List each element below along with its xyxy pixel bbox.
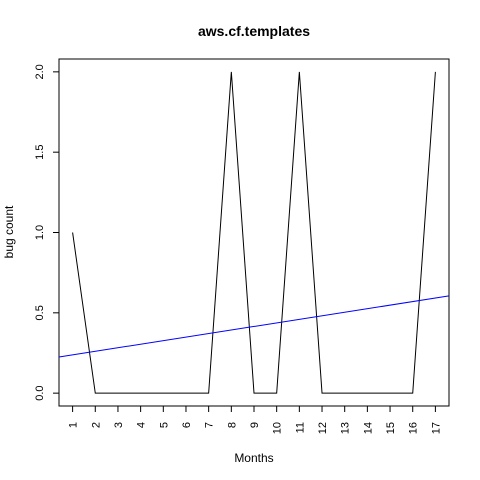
x-tick-label: 3 bbox=[113, 422, 125, 428]
x-axis-label: Months bbox=[234, 451, 273, 465]
series-line bbox=[72, 71, 436, 394]
x-tick-label: 4 bbox=[136, 422, 148, 428]
chart-title: aws.cf.templates bbox=[198, 23, 310, 39]
x-tick-label: 14 bbox=[362, 422, 374, 434]
y-tick-label: 2.0 bbox=[34, 64, 46, 79]
y-tick-label: 0.0 bbox=[34, 385, 46, 400]
x-tick-label: 8 bbox=[226, 422, 238, 428]
x-tick-label: 13 bbox=[340, 422, 352, 434]
x-tick-label: 1 bbox=[68, 422, 80, 428]
x-tick-label: 6 bbox=[181, 422, 193, 428]
trend-line bbox=[58, 295, 450, 358]
y-tick-label: 1.5 bbox=[34, 145, 46, 160]
plot-layer: 0.00.51.01.52.01 2 3 4 5 6 7 8 9 10 11 12 13 14 15 16 17 bbox=[34, 64, 450, 434]
y-tick-label: 1.0 bbox=[34, 225, 46, 240]
x-tick-label: 7 bbox=[204, 422, 216, 428]
y-tick-label: 0.5 bbox=[34, 305, 46, 320]
x-tick-label: 15 bbox=[385, 422, 397, 434]
x-tick-label: 16 bbox=[408, 422, 420, 434]
x-tick-label: 11 bbox=[294, 422, 306, 433]
plot-frame bbox=[58, 58, 450, 407]
y-axis-label: bug count bbox=[2, 205, 16, 258]
x-tick-label: 17 bbox=[430, 422, 442, 434]
x-tick-label: 10 bbox=[272, 422, 284, 434]
x-tick-label: 12 bbox=[317, 422, 329, 434]
x-tick-label: 2 bbox=[90, 422, 102, 428]
x-tick-label: 9 bbox=[249, 422, 261, 428]
x-tick-label: 5 bbox=[158, 422, 170, 428]
